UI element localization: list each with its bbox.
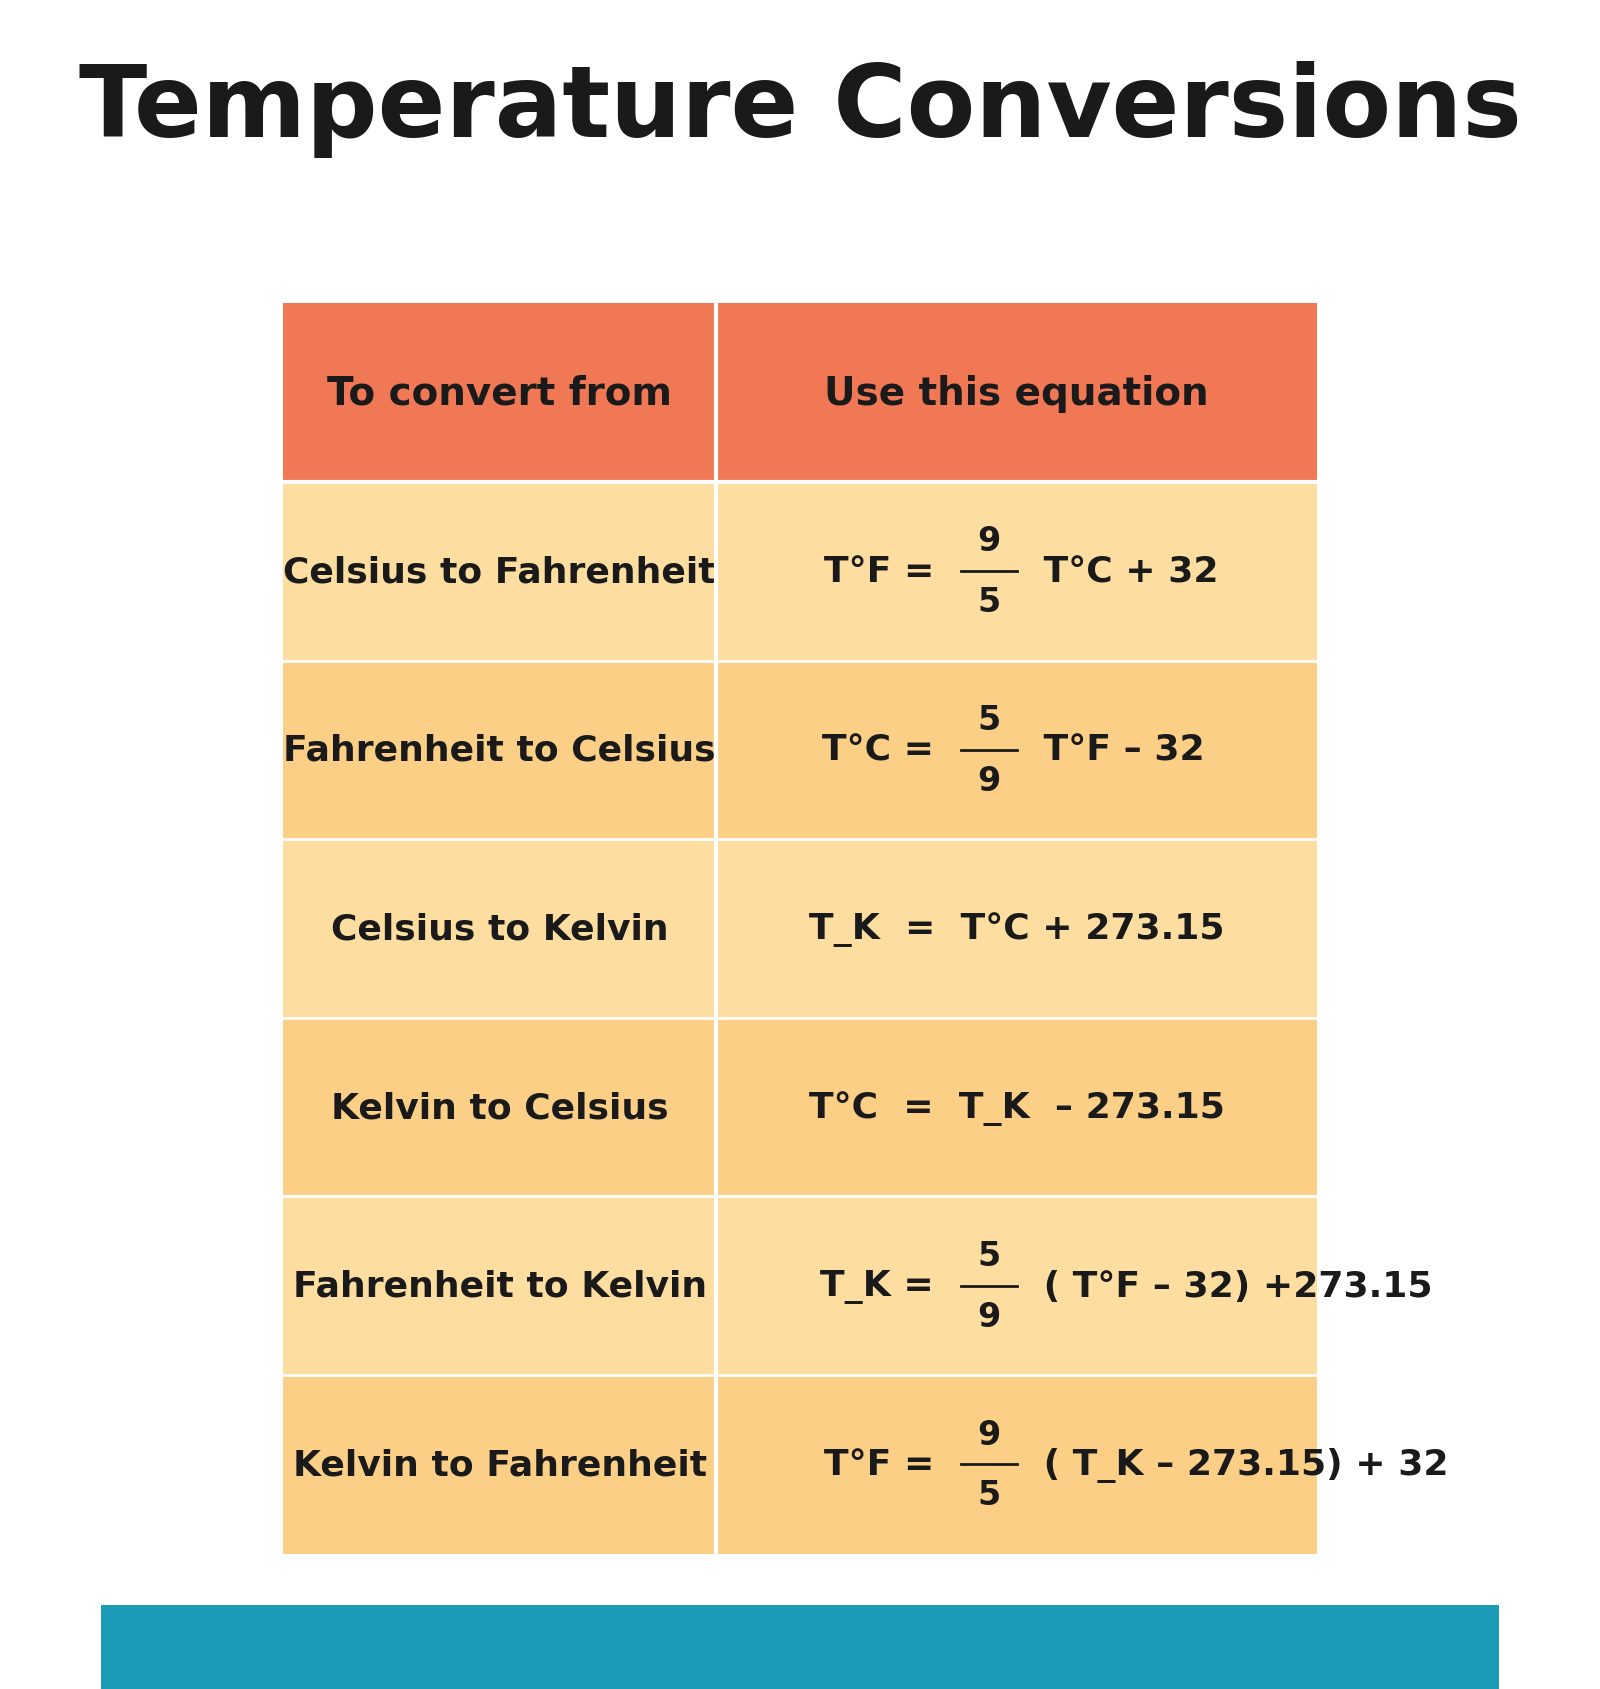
Text: T°F =: T°F = [824,556,947,589]
Text: 9: 9 [978,1417,1000,1451]
Bar [283,660,717,839]
Text: 9: 9 [978,1301,1000,1333]
Bar [717,1018,1317,1198]
Text: 9: 9 [978,525,1000,557]
Text: 9: 9 [978,765,1000,797]
Bar [717,660,1317,839]
Bar [717,1375,1317,1554]
Bar [101,1605,1499,1689]
Text: Kelvin to Fahrenheit: Kelvin to Fahrenheit [293,1447,707,1481]
Text: 5: 5 [978,586,1000,618]
Text: T°C + 32: T°C + 32 [1030,556,1218,589]
Text: 5: 5 [978,1240,1000,1272]
Bar [283,1198,717,1375]
Text: ( T°F – 32) +273.15: ( T°F – 32) +273.15 [1030,1268,1432,1302]
Text: T°F – 32: T°F – 32 [1030,733,1205,767]
Text: 5: 5 [978,1478,1000,1512]
Text: T_K  =  T°C + 273.15: T_K = T°C + 273.15 [810,912,1224,946]
Bar [283,1375,717,1554]
Bar [283,304,717,483]
Text: ( T_K – 273.15) + 32: ( T_K – 273.15) + 32 [1030,1447,1448,1481]
Text: Temperature Conversions: Temperature Conversions [78,61,1522,159]
Bar [717,839,1317,1018]
Bar [283,839,717,1018]
Text: T°F =: T°F = [824,1447,947,1481]
Text: Fahrenheit to Celsius: Fahrenheit to Celsius [283,733,715,767]
Text: T°C  =  T_K  – 273.15: T°C = T_K – 273.15 [808,1089,1224,1125]
Bar [717,1198,1317,1375]
Bar [283,1018,717,1198]
Text: To convert from: To convert from [326,375,672,412]
Text: Celsius to Kelvin: Celsius to Kelvin [331,912,669,946]
Text: Fahrenheit to Kelvin: Fahrenheit to Kelvin [293,1268,707,1302]
Text: Celsius to Fahrenheit: Celsius to Fahrenheit [283,556,715,589]
Bar [717,483,1317,660]
Text: 5: 5 [978,704,1000,736]
Bar [717,304,1317,483]
Text: Kelvin to Celsius: Kelvin to Celsius [331,1091,669,1125]
Bar [283,304,1317,1554]
Text: T°C =: T°C = [822,733,947,767]
Text: T_K =: T_K = [821,1268,947,1302]
Text: Use this equation: Use this equation [824,375,1210,412]
Bar [283,483,717,660]
